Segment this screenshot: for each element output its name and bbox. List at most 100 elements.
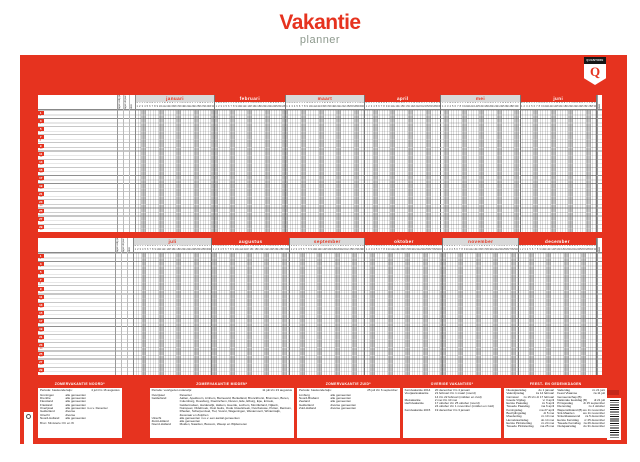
day-number: 7: [457, 105, 459, 109]
holiday-row: Wapenstilstand (B) wo 11 november: [557, 408, 605, 412]
day-column: [455, 253, 459, 375]
weekday-letter: v: [191, 245, 193, 247]
day-label: d 24: [344, 102, 347, 109]
region-list: Limburg alle gemeenten Noord-Brabant alle g…: [299, 393, 398, 410]
holiday-date: za 26 december: [583, 420, 605, 425]
weekday-letter: d: [220, 102, 222, 104]
day-column: [485, 253, 489, 375]
day-number: 12: [392, 248, 396, 252]
weekday-letter: z: [479, 102, 481, 104]
source-footnote: Bron: Ministerie OC en W: [40, 421, 75, 426]
vacation-dates: 24 oktober t/m 1 november (midden en zui…: [434, 404, 494, 409]
side-column-body: [130, 110, 135, 232]
day-number: 23: [191, 105, 194, 109]
day-number: 14: [244, 248, 247, 252]
day-column: [139, 253, 142, 375]
day-number: 21: [491, 105, 495, 109]
day-number: 29: [281, 248, 285, 252]
row-number: 27: [38, 359, 44, 364]
weekday-letter: z: [553, 102, 555, 104]
weekday-letter: z: [196, 245, 198, 247]
day-label: z 26: [352, 245, 354, 252]
weekday-letter: d: [504, 102, 507, 104]
weekday-letter: m: [322, 245, 325, 247]
day-number: 31: [208, 248, 212, 252]
day-label: d 12: [471, 245, 473, 252]
day-number: 1: [519, 248, 521, 252]
day-number: 20: [489, 105, 492, 109]
weekday-letter: m: [270, 102, 272, 104]
day-column: [161, 110, 164, 232]
day-column: [415, 253, 418, 375]
row-subnumber: 24: [39, 203, 43, 207]
weekday-letter: d: [571, 245, 573, 247]
day-grid: [285, 110, 365, 232]
day-number: 19: [563, 248, 567, 252]
day-column: [402, 253, 406, 375]
day-label: w 13: [472, 102, 475, 109]
day-column: [525, 110, 529, 232]
region-name: Flevoland: [40, 399, 54, 404]
day-column: [478, 253, 481, 375]
day-number: 21: [336, 105, 339, 109]
day-column: [219, 253, 223, 375]
day-column: [460, 253, 464, 375]
weekday-letter: w: [454, 102, 457, 104]
weekday-letter: z: [426, 102, 428, 104]
day-column: [151, 110, 154, 232]
day-column: [331, 110, 334, 232]
day-number: 15: [249, 105, 253, 109]
row-subnumber: 12: [39, 297, 43, 301]
region-name: Noord-Holland: [151, 422, 171, 427]
day-label: z 21: [265, 102, 267, 109]
vacation-dates: 20 december t/m 4 januari: [434, 388, 470, 392]
row-subnumber: 4: [39, 265, 42, 269]
day-number: 15: [324, 248, 328, 252]
day-label: z 15: [250, 102, 252, 109]
names-body: 1 2 3 4 5 6 7 8 9 10 11 12 13 14 15 16 17 18 19 20 21 22 23 24 2…: [38, 110, 117, 232]
day-number: 24: [423, 105, 426, 109]
day-column: [499, 110, 502, 232]
day-column: [493, 253, 496, 375]
day-column: [225, 110, 228, 232]
row-subnumber: 24: [39, 346, 43, 350]
day-number: 22: [417, 248, 421, 252]
day-number: 8: [303, 105, 306, 109]
day-label: d 18: [563, 102, 566, 109]
day-number: 8: [232, 105, 235, 109]
weekday-letter: v: [350, 245, 352, 247]
day-column: [395, 110, 398, 232]
vacation-row: 24 oktober t/m 1 november (midden en zui…: [405, 404, 500, 409]
weekday-letter: m: [252, 245, 255, 247]
weekday-letter: d: [398, 102, 400, 104]
day-column: [313, 110, 317, 232]
day-number: 22: [417, 105, 421, 109]
holiday-row: Eerste Kerstdag vr 25 december: [557, 418, 605, 422]
day-label: z 23: [497, 102, 500, 109]
day-column: [553, 110, 556, 232]
day-number: 14: [318, 105, 322, 109]
day-column: [295, 253, 298, 375]
day-column: [588, 253, 591, 375]
day-number: 15: [171, 105, 174, 109]
day-column: [367, 110, 371, 232]
weekday-letter: z: [212, 102, 214, 104]
day-label: z 28: [511, 245, 513, 252]
holiday-row: Vaderdag zo 21 juni: [557, 388, 605, 392]
day-label: z 25: [196, 102, 199, 109]
day-number: 18: [561, 248, 564, 252]
weekday-letter: w: [204, 102, 206, 104]
weekday-letter: z: [459, 245, 461, 247]
day-column: [500, 253, 504, 375]
day-column: [464, 110, 467, 232]
day-number: 12: [470, 248, 474, 252]
day-number: 24: [576, 248, 579, 252]
day-label: z 18: [408, 245, 410, 252]
day-label: v 16: [174, 102, 177, 109]
